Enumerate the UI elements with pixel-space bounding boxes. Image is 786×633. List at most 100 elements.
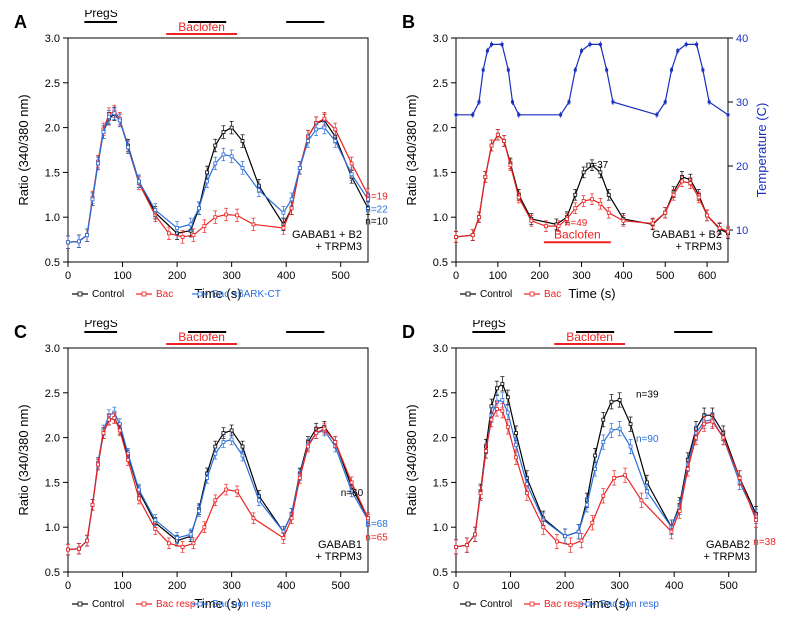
svg-text:GABAB1 + B2: GABAB1 + B2 bbox=[292, 229, 362, 241]
svg-text:Ratio (340/380 nm): Ratio (340/380 nm) bbox=[404, 404, 419, 515]
svg-text:n=49: n=49 bbox=[565, 218, 588, 229]
svg-text:n=39: n=39 bbox=[636, 389, 659, 400]
svg-text:300: 300 bbox=[222, 270, 240, 282]
svg-text:n=60: n=60 bbox=[341, 488, 364, 499]
svg-text:1.0: 1.0 bbox=[433, 212, 448, 224]
svg-text:Baclofen: Baclofen bbox=[178, 330, 225, 344]
svg-text:Control: Control bbox=[92, 289, 124, 300]
svg-text:2.0: 2.0 bbox=[45, 433, 60, 445]
svg-text:Time (s): Time (s) bbox=[568, 286, 615, 301]
svg-text:Control: Control bbox=[480, 289, 512, 300]
svg-text:GABAB1: GABAB1 bbox=[318, 539, 362, 551]
svg-text:PregS: PregS bbox=[84, 10, 117, 20]
svg-text:1.0: 1.0 bbox=[45, 212, 60, 224]
svg-text:+ TRPM3: + TRPM3 bbox=[703, 551, 750, 563]
svg-text:n=197: n=197 bbox=[365, 191, 388, 202]
svg-text:Bac resp: Bac resp bbox=[156, 599, 196, 610]
svg-text:n=22: n=22 bbox=[365, 205, 388, 216]
svg-text:200: 200 bbox=[168, 270, 186, 282]
svg-text:Ratio (340/380 nm): Ratio (340/380 nm) bbox=[404, 94, 419, 205]
svg-text:500: 500 bbox=[720, 580, 738, 592]
svg-text:3.0: 3.0 bbox=[45, 33, 60, 45]
svg-text:Ratio (340/380 nm): Ratio (340/380 nm) bbox=[16, 94, 31, 205]
chart-D: 01002003004005000.51.01.52.02.53.0Time (… bbox=[398, 320, 776, 620]
svg-text:n=68: n=68 bbox=[365, 519, 388, 530]
svg-text:2.5: 2.5 bbox=[433, 388, 448, 400]
svg-text:3.0: 3.0 bbox=[45, 343, 60, 355]
svg-text:500: 500 bbox=[332, 270, 350, 282]
svg-text:400: 400 bbox=[277, 580, 295, 592]
svg-text:Baclofen: Baclofen bbox=[554, 227, 601, 241]
svg-text:300: 300 bbox=[610, 580, 628, 592]
svg-text:500: 500 bbox=[332, 580, 350, 592]
svg-text:Bac resp: Bac resp bbox=[544, 599, 584, 610]
chart-B: 01002003004005006000.51.01.52.02.53.0Tim… bbox=[398, 10, 776, 310]
svg-text:1.0: 1.0 bbox=[45, 522, 60, 534]
chart-A: 01002003004005000.51.01.52.02.53.0Time (… bbox=[10, 10, 388, 310]
svg-text:Baclofen: Baclofen bbox=[566, 330, 613, 344]
svg-text:200: 200 bbox=[531, 270, 549, 282]
svg-text:30: 30 bbox=[736, 97, 748, 109]
svg-text:20: 20 bbox=[736, 161, 748, 173]
svg-text:Ratio (340/380 nm): Ratio (340/380 nm) bbox=[16, 404, 31, 515]
svg-text:n=65: n=65 bbox=[365, 533, 388, 544]
svg-text:100: 100 bbox=[501, 580, 519, 592]
svg-text:100: 100 bbox=[113, 270, 131, 282]
svg-text:+ TRPM3: + TRPM3 bbox=[675, 241, 722, 253]
svg-text:1.5: 1.5 bbox=[433, 477, 448, 489]
panel-A: A 01002003004005000.51.01.52.02.53.0Time… bbox=[10, 10, 388, 310]
svg-text:100: 100 bbox=[113, 580, 131, 592]
svg-text:+ TRPM3: + TRPM3 bbox=[315, 551, 362, 563]
svg-text:Bac: Bac bbox=[544, 289, 561, 300]
svg-text:300: 300 bbox=[572, 270, 590, 282]
panel-C: C 01002003004005000.51.01.52.02.53.0Time… bbox=[10, 320, 388, 620]
svg-text:100: 100 bbox=[489, 270, 507, 282]
svg-text:400: 400 bbox=[614, 270, 632, 282]
svg-text:200: 200 bbox=[168, 580, 186, 592]
svg-text:0: 0 bbox=[65, 580, 71, 592]
svg-text:0.5: 0.5 bbox=[45, 567, 60, 579]
figure-grid: A 01002003004005000.51.01.52.02.53.0Time… bbox=[10, 10, 776, 620]
svg-text:600: 600 bbox=[698, 270, 716, 282]
svg-text:2.0: 2.0 bbox=[433, 123, 448, 135]
svg-text:PregS: PregS bbox=[84, 320, 117, 330]
svg-text:0: 0 bbox=[65, 270, 71, 282]
svg-text:500: 500 bbox=[656, 270, 674, 282]
svg-text:GABAB2: GABAB2 bbox=[706, 539, 750, 551]
svg-text:1.5: 1.5 bbox=[433, 167, 448, 179]
svg-text:3.0: 3.0 bbox=[433, 343, 448, 355]
svg-text:1.5: 1.5 bbox=[45, 477, 60, 489]
svg-text:400: 400 bbox=[277, 270, 295, 282]
svg-text:Bac +βARK-CT: Bac +βARK-CT bbox=[212, 289, 281, 300]
svg-text:Temperature (C): Temperature (C) bbox=[754, 103, 769, 198]
svg-text:2.0: 2.0 bbox=[45, 123, 60, 135]
svg-text:400: 400 bbox=[665, 580, 683, 592]
svg-text:40: 40 bbox=[736, 33, 748, 45]
svg-text:1.0: 1.0 bbox=[433, 522, 448, 534]
svg-text:GABAB1 + B2: GABAB1 + B2 bbox=[652, 229, 722, 241]
svg-text:n=37: n=37 bbox=[586, 160, 609, 171]
panel-A-label: A bbox=[14, 12, 27, 33]
svg-text:0.5: 0.5 bbox=[45, 257, 60, 269]
svg-text:2.0: 2.0 bbox=[433, 433, 448, 445]
svg-text:0: 0 bbox=[453, 270, 459, 282]
svg-text:300: 300 bbox=[222, 580, 240, 592]
svg-text:Control: Control bbox=[480, 599, 512, 610]
panel-B-label: B bbox=[402, 12, 415, 33]
svg-text:n=90: n=90 bbox=[636, 434, 659, 445]
svg-text:PregS: PregS bbox=[472, 320, 505, 330]
svg-text:0.5: 0.5 bbox=[433, 567, 448, 579]
svg-text:0: 0 bbox=[453, 580, 459, 592]
svg-text:+ TRPM3: + TRPM3 bbox=[315, 241, 362, 253]
svg-text:n=38: n=38 bbox=[753, 537, 776, 548]
svg-text:Baclofen: Baclofen bbox=[178, 20, 225, 34]
svg-text:Control: Control bbox=[92, 599, 124, 610]
panel-B: B 01002003004005006000.51.01.52.02.53.0T… bbox=[398, 10, 776, 310]
svg-text:2.5: 2.5 bbox=[433, 78, 448, 90]
chart-C: 01002003004005000.51.01.52.02.53.0Time (… bbox=[10, 320, 388, 620]
svg-text:1.5: 1.5 bbox=[45, 167, 60, 179]
svg-text:200: 200 bbox=[556, 580, 574, 592]
svg-text:10: 10 bbox=[736, 225, 748, 237]
svg-text:0.5: 0.5 bbox=[433, 257, 448, 269]
panel-D: D 01002003004005000.51.01.52.02.53.0Time… bbox=[398, 320, 776, 620]
